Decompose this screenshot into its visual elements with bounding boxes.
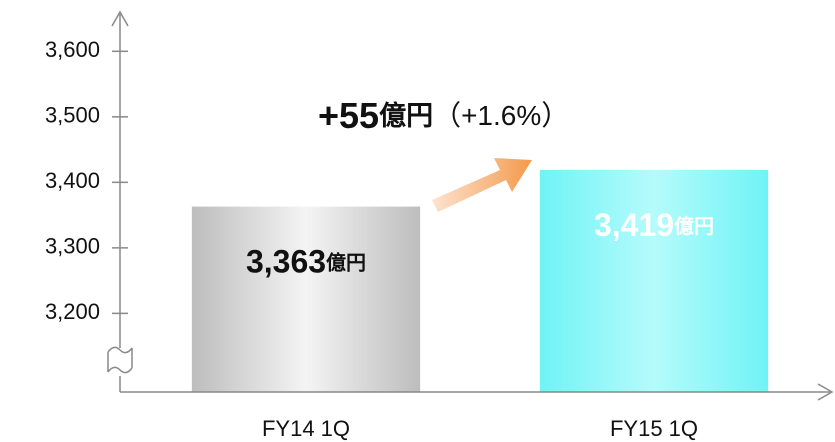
x-axis-arrow (817, 383, 834, 401)
growth-arrow (432, 158, 532, 212)
y-tick-label: 3,300 (45, 234, 100, 259)
y-axis-arrow (111, 10, 129, 27)
y-tick-label: 3,400 (45, 168, 100, 193)
value-number: 3,363 (246, 244, 326, 280)
y-tick-label: 3,600 (45, 37, 100, 62)
annotation-percent: （+1.6%） (433, 100, 569, 131)
y-tick-label: 3,200 (45, 299, 100, 324)
axes (107, 10, 834, 401)
value-unit: 億円 (326, 251, 366, 275)
bar (539, 169, 769, 392)
y-tick-label: 3,500 (45, 103, 100, 128)
value-label: 3,419億円 (594, 207, 714, 243)
value-number: 3,419 (594, 207, 674, 243)
axis-break (107, 346, 133, 374)
value-label: 3,363億円 (246, 244, 366, 280)
bar (191, 206, 421, 392)
annotation: +55億円（+1.6%） (318, 95, 569, 136)
value-unit: 億円 (674, 214, 714, 238)
annotation-change: +55 (318, 95, 379, 136)
x-tick-label: FY14 1Q (262, 416, 350, 441)
annotation-unit: 億円 (379, 101, 433, 131)
axis-break-bg (108, 348, 132, 376)
x-tick-label: FY15 1Q (610, 416, 698, 441)
